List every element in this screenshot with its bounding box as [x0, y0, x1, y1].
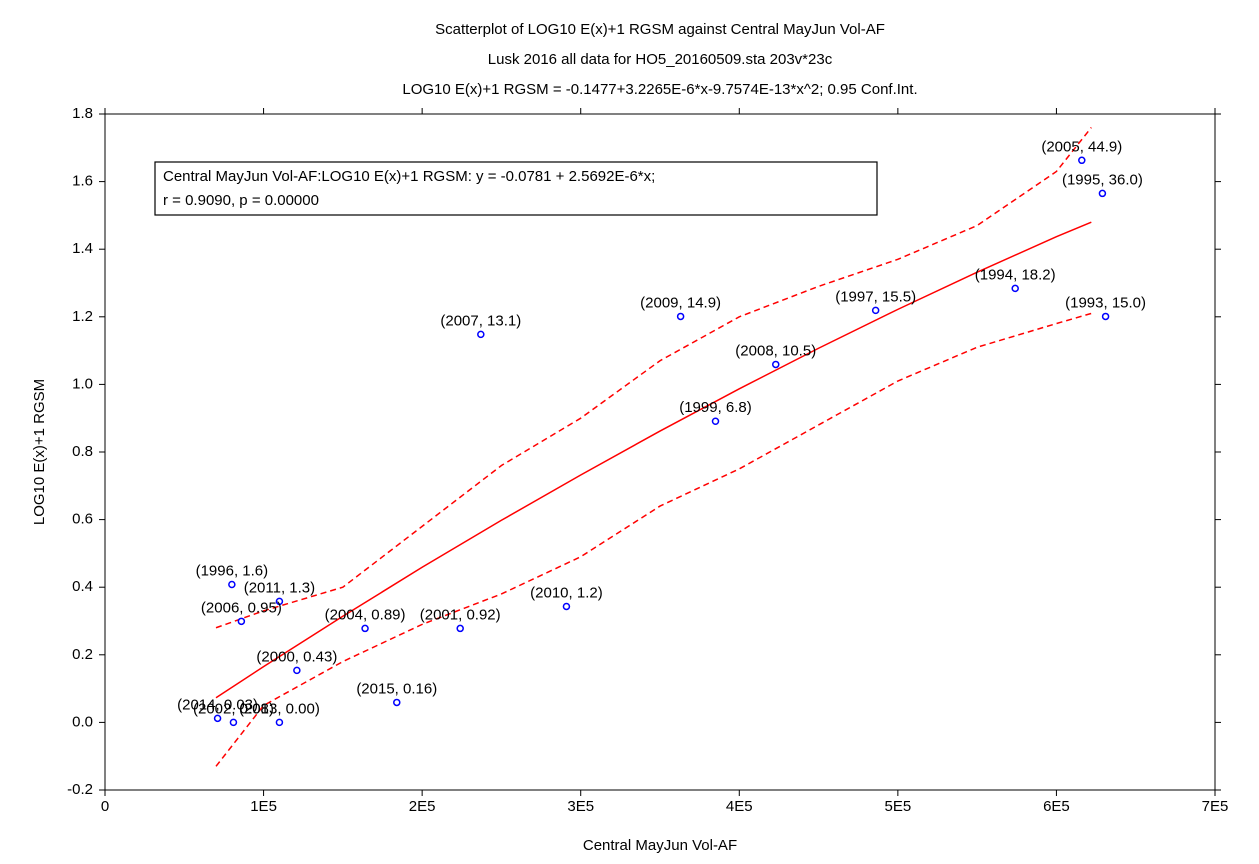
y-tick-label: -0.2 — [67, 781, 93, 798]
point-label: (2004, 0.89) — [325, 606, 406, 623]
point — [1078, 156, 1086, 165]
point — [275, 597, 284, 606]
point — [229, 718, 238, 727]
point-label: (2009, 14.9) — [640, 294, 721, 311]
point-label: (2002, 0.08) — [193, 700, 274, 717]
chart-title: Scatterplot of LOG10 E(x)+1 RGSM against… — [435, 21, 885, 38]
point-label: (2010, 1.2) — [530, 584, 603, 601]
x-tick-label: 1E5 — [250, 798, 277, 815]
y-tick-label: 1.8 — [72, 105, 93, 122]
y-tick-label: 1.2 — [72, 308, 93, 325]
x-tick-label: 0 — [101, 798, 109, 815]
point-label: (2013, 0.00) — [239, 700, 320, 717]
point — [293, 666, 301, 675]
point — [456, 624, 464, 633]
point-label: (2011, 1.3) — [244, 579, 315, 596]
x-tick-label: 5E5 — [885, 798, 912, 815]
chart-subtitle: Lusk 2016 all data for HO5_20160509.sta … — [488, 51, 833, 68]
point — [1011, 284, 1019, 293]
y-axis-label: LOG10 E(x)+1 RGSM — [31, 379, 48, 525]
point-label: (2006, 0.95) — [201, 599, 282, 616]
point — [237, 617, 246, 626]
point-label: (1995, 36.0) — [1062, 171, 1143, 188]
x-axis-label: Central MayJun Vol-AF — [583, 837, 737, 854]
point — [393, 698, 401, 707]
point-label: (1994, 18.2) — [975, 266, 1056, 283]
point — [361, 624, 369, 633]
point-label: (2005, 44.9) — [1041, 138, 1122, 155]
y-tick-label: 0.4 — [72, 578, 93, 595]
y-tick-label: 1.6 — [72, 173, 93, 190]
legend-text: r = 0.9090, p = 0.00000 — [163, 192, 319, 209]
x-tick-label: 2E5 — [409, 798, 436, 815]
point-label: (1993, 15.0) — [1065, 294, 1146, 311]
point — [275, 718, 284, 727]
point-label: (2000, 0.43) — [256, 648, 337, 665]
chart-subtitle: LOG10 E(x)+1 RGSM = -0.1477+3.2265E-6*x-… — [402, 81, 917, 98]
point-label: (2007, 13.1) — [440, 312, 521, 329]
y-tick-label: 1.0 — [72, 375, 93, 392]
point-label: (2015, 0.16) — [356, 680, 437, 697]
y-tick-label: 1.4 — [72, 240, 93, 257]
y-tick-label: 0.8 — [72, 443, 93, 460]
point — [477, 330, 485, 339]
x-tick-label: 3E5 — [567, 798, 594, 815]
point — [213, 714, 222, 723]
point-label: (1996, 1.6) — [196, 562, 269, 579]
point-label: (1997, 15.5) — [835, 288, 916, 305]
legend-text: Central MayJun Vol-AF:LOG10 E(x)+1 RGSM:… — [163, 168, 655, 185]
x-tick-label: 4E5 — [726, 798, 753, 815]
confidence-upper — [215, 127, 1092, 629]
point — [1101, 312, 1110, 321]
point — [562, 602, 571, 611]
point-label: (1999, 6.8) — [679, 399, 752, 416]
confidence-lower — [215, 312, 1092, 767]
fit-line — [215, 221, 1092, 699]
point — [772, 360, 780, 369]
x-tick-label: 7E5 — [1202, 798, 1229, 815]
legend-box — [154, 161, 878, 216]
point-label: (2001, 0.92) — [420, 606, 501, 623]
y-tick-label: 0.2 — [72, 646, 93, 663]
point-label: (2008, 10.5) — [735, 342, 816, 359]
point — [228, 580, 236, 589]
y-tick-label: 0.0 — [72, 713, 93, 730]
point — [711, 417, 720, 425]
point-label: (2014, 0.03) — [177, 696, 258, 713]
point — [1098, 189, 1107, 198]
x-tick-label: 6E5 — [1043, 798, 1070, 815]
point — [676, 312, 685, 321]
y-tick-label: 0.6 — [72, 511, 93, 528]
point — [871, 306, 880, 315]
